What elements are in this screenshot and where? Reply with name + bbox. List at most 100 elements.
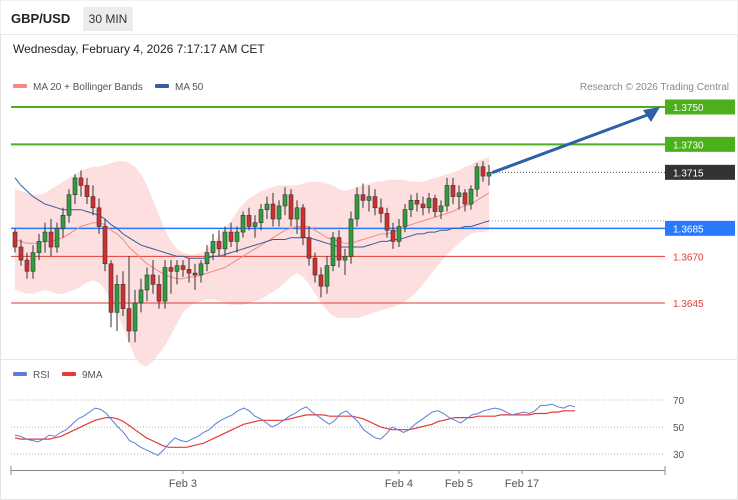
legend-label-9ma: 9MA (82, 370, 103, 381)
x-tick-label-feb-5: Feb 5 (445, 478, 473, 490)
candle-body (402, 209, 408, 227)
candle-body (114, 284, 120, 313)
candle-body (12, 231, 18, 248)
level-label-1.3685: 1.3685 (673, 224, 704, 235)
x-tick-label-feb-4: Feb 4 (385, 478, 413, 490)
candle-body (30, 252, 36, 272)
candle-body (180, 265, 186, 270)
candle-body (270, 203, 276, 220)
rsi-tick-30: 30 (673, 450, 685, 461)
rsi-line (14, 403, 576, 457)
candle-body (246, 214, 252, 227)
candle-body (414, 200, 420, 205)
candle-body (288, 194, 294, 220)
candle-body (432, 198, 438, 212)
candle-body (468, 188, 474, 205)
candle-body (408, 200, 414, 210)
legend-swatch-ma20 (13, 84, 27, 88)
level-label-1.3670: 1.3670 (673, 252, 704, 263)
x-tick-label-feb-3: Feb 3 (169, 478, 197, 490)
forecast-arrow-head (643, 107, 660, 122)
candle-body (390, 229, 396, 242)
candle-body (480, 166, 486, 177)
candle-body (354, 194, 360, 220)
interval-label: 30 MIN (89, 12, 128, 26)
candle-body (228, 231, 234, 242)
candle-body (474, 166, 480, 190)
candle-body (198, 263, 204, 276)
candle-body (168, 267, 174, 272)
candle-body (252, 222, 258, 227)
candle-body (78, 177, 84, 186)
rsi-panel: 70 50 30 (11, 396, 685, 461)
interval-badge[interactable] (83, 7, 133, 31)
candle-body (342, 256, 348, 261)
candle-body (204, 252, 210, 265)
candle-body (366, 196, 372, 201)
candle-body (450, 185, 456, 197)
candle-body (192, 272, 198, 276)
level-label-1.3645: 1.3645 (673, 299, 704, 310)
candle-body (426, 198, 432, 209)
candle-body (174, 265, 180, 272)
candle-body (156, 284, 162, 302)
candle-body (456, 192, 462, 197)
candle-body (186, 269, 192, 274)
price-panel: 1.3750 1.3730 1.3715 1.3685 1.3670 1.3645 (11, 99, 735, 367)
level-label-1.3715: 1.3715 (673, 168, 704, 179)
candle-body (348, 218, 354, 257)
candle-body (120, 284, 126, 309)
candle-body (84, 185, 90, 197)
candle-body (396, 226, 402, 242)
candle-body (330, 237, 336, 266)
candle-body (42, 231, 48, 242)
candle-body (384, 213, 390, 231)
candle-body (54, 228, 60, 248)
candle-body (234, 231, 240, 242)
level-label-1.3750: 1.3750 (673, 103, 704, 114)
level-label-1.3730: 1.3730 (673, 140, 704, 151)
x-axis: Feb 3 Feb 4 Feb 5 Feb 17 (10, 466, 666, 490)
candle-body (126, 308, 132, 332)
datetime-label: Wednesday, February 4, 2026 7:17:17 AM C… (13, 42, 265, 56)
candle-body (96, 207, 102, 227)
candle-body (108, 263, 114, 313)
symbol-label: GBP/USD (11, 11, 70, 26)
ma50-line (14, 177, 490, 259)
candle-body (420, 203, 426, 209)
ma20-line (14, 192, 490, 280)
candle-body (144, 274, 150, 291)
candle-body (444, 185, 450, 207)
level-tag-1.3715 (665, 164, 735, 180)
candle-body (24, 259, 30, 272)
candle-body (294, 207, 300, 220)
level-tag-1.3750 (665, 99, 735, 115)
candle-body (18, 246, 24, 261)
candle-body (102, 226, 108, 265)
legend-label-rsi: RSI (33, 370, 50, 381)
candle-body (360, 194, 366, 201)
candle-body (36, 241, 42, 253)
candle-body (336, 237, 342, 261)
candle-body (150, 274, 156, 285)
candle-body (132, 302, 138, 332)
level-tag-1.3685 (665, 220, 735, 236)
candle-body (300, 207, 306, 238)
candle-body (72, 177, 78, 196)
candle-body (48, 231, 54, 248)
legend-swatch-ma50 (155, 84, 169, 88)
candle-body (240, 214, 246, 233)
candle-body (318, 274, 324, 287)
candle-body (282, 194, 288, 207)
candle-body (276, 205, 282, 220)
candle-body (486, 172, 492, 177)
candle-body (264, 203, 270, 210)
candle-body (378, 207, 384, 214)
candle-body (438, 205, 444, 212)
candle-body (210, 241, 216, 253)
forecast-arrow-line (491, 112, 652, 174)
rsi-ma9-line (14, 410, 575, 448)
rsi-tick-50: 50 (673, 423, 685, 434)
